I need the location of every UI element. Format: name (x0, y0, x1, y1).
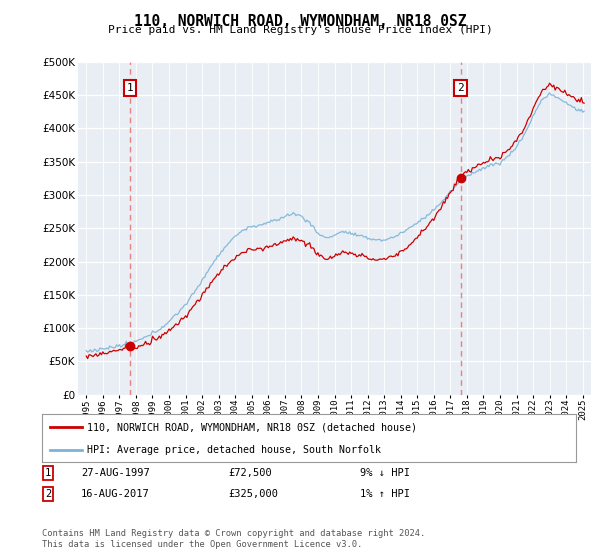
Text: 1% ↑ HPI: 1% ↑ HPI (360, 489, 410, 499)
Text: 110, NORWICH ROAD, WYMONDHAM, NR18 0SZ (detached house): 110, NORWICH ROAD, WYMONDHAM, NR18 0SZ (… (88, 422, 418, 432)
Text: 2: 2 (45, 489, 51, 499)
Text: Price paid vs. HM Land Registry's House Price Index (HPI): Price paid vs. HM Land Registry's House … (107, 25, 493, 35)
Text: 16-AUG-2017: 16-AUG-2017 (81, 489, 150, 499)
Text: 9% ↓ HPI: 9% ↓ HPI (360, 468, 410, 478)
Text: 2: 2 (457, 83, 464, 94)
Text: 110, NORWICH ROAD, WYMONDHAM, NR18 0SZ: 110, NORWICH ROAD, WYMONDHAM, NR18 0SZ (134, 14, 466, 29)
Text: HPI: Average price, detached house, South Norfolk: HPI: Average price, detached house, Sout… (88, 445, 382, 455)
Text: Contains HM Land Registry data © Crown copyright and database right 2024.
This d: Contains HM Land Registry data © Crown c… (42, 529, 425, 549)
Text: 27-AUG-1997: 27-AUG-1997 (81, 468, 150, 478)
Text: 1: 1 (45, 468, 51, 478)
Text: £72,500: £72,500 (228, 468, 272, 478)
Text: 1: 1 (127, 83, 134, 94)
Text: £325,000: £325,000 (228, 489, 278, 499)
